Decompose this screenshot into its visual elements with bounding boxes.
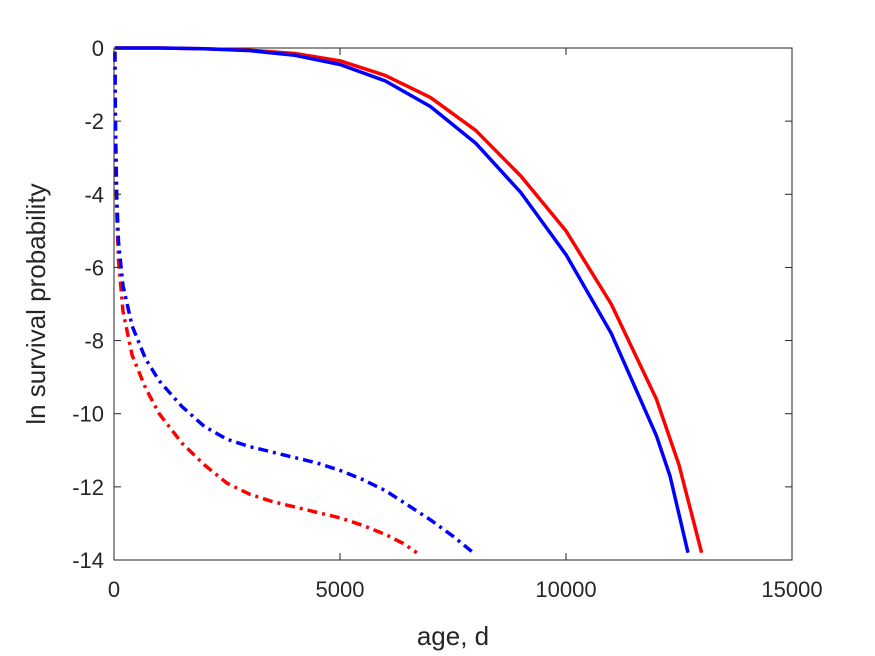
y-tick-label: -6 <box>84 255 104 280</box>
series-line-2 <box>114 46 690 554</box>
y-tick-label: 0 <box>92 36 104 61</box>
x-tick-label: 0 <box>108 577 120 602</box>
y-axis-label: ln survival probability <box>21 183 51 424</box>
series-layer <box>113 46 704 555</box>
y-axis: 0 -2 -4 -6 -8 -10 -12 -14 <box>72 36 792 573</box>
plot-area <box>113 47 793 561</box>
x-axis-label: age, d <box>417 621 489 651</box>
series-line-3 <box>113 51 418 555</box>
y-tick-label: -4 <box>84 182 104 207</box>
x-tick-label: 5000 <box>316 577 365 602</box>
series-line-4 <box>113 51 475 555</box>
y-tick-label: -12 <box>72 475 104 500</box>
y-tick-label: -14 <box>72 548 104 573</box>
y-tick-label: -8 <box>84 329 104 354</box>
x-tick-label: 15000 <box>761 577 822 602</box>
x-axis: 0 5000 10000 15000 <box>108 48 823 602</box>
x-tick-label: 10000 <box>535 577 596 602</box>
y-tick-label: -10 <box>72 402 104 427</box>
y-tick-label: -2 <box>84 109 104 134</box>
